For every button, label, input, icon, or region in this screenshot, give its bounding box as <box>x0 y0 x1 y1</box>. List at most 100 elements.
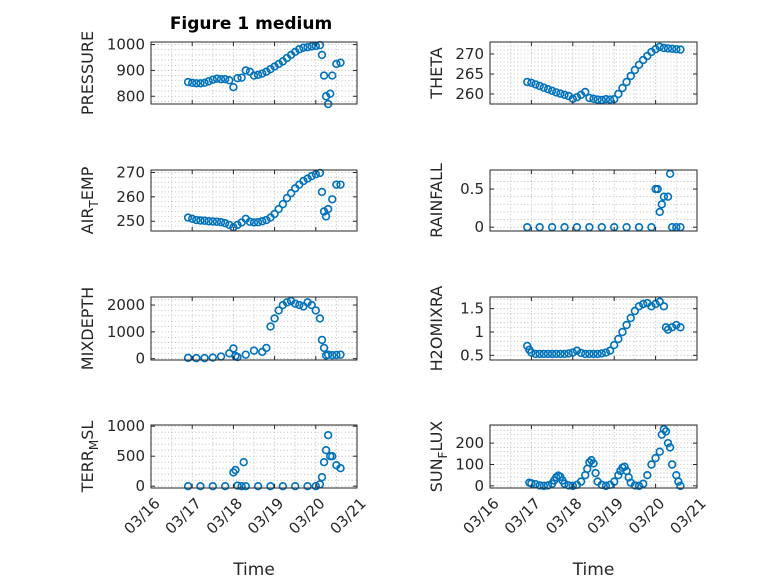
data-point <box>564 481 573 490</box>
y-tick-label: 1.5 <box>460 300 484 318</box>
y-tick-label: 0 <box>474 218 484 236</box>
data-point <box>241 66 250 75</box>
data-point <box>319 458 329 467</box>
data-point <box>581 87 590 97</box>
data-point <box>552 473 561 482</box>
series-markers <box>183 40 345 109</box>
data-point <box>336 464 345 473</box>
data-point <box>328 350 337 360</box>
data-point <box>659 43 669 53</box>
data-point <box>249 218 259 227</box>
data-point <box>241 350 250 359</box>
data-point <box>291 299 300 308</box>
data-point <box>576 348 586 358</box>
series-markers <box>525 425 685 491</box>
data-point <box>626 71 635 81</box>
y-tick-label: 1 <box>474 323 484 341</box>
x-axis-label: Time <box>232 560 275 580</box>
data-point <box>188 78 197 88</box>
data-point <box>614 334 623 344</box>
data-point <box>196 482 205 491</box>
data-point <box>303 42 312 52</box>
data-point <box>597 95 606 105</box>
x-tick-label: 03/21 <box>666 494 709 537</box>
x-tick-label: 03/20 <box>285 494 328 537</box>
y-tick-label: 500 <box>116 447 145 465</box>
y-tick-label: 0.5 <box>460 346 484 364</box>
data-point <box>258 217 267 226</box>
data-point <box>299 43 308 52</box>
data-point <box>249 71 259 80</box>
data-point <box>634 302 644 311</box>
data-point <box>220 482 230 491</box>
data-point <box>323 350 333 359</box>
y-tick-label: 1000 <box>107 417 145 435</box>
data-point <box>589 349 598 359</box>
data-point <box>618 327 627 337</box>
data-point <box>539 83 549 92</box>
data-point <box>597 349 606 358</box>
data-point <box>589 459 598 468</box>
data-point <box>233 220 242 230</box>
data-point <box>630 65 640 75</box>
data-point <box>564 349 573 358</box>
data-point <box>634 481 644 491</box>
data-point <box>229 344 238 353</box>
data-point <box>543 481 553 490</box>
data-point <box>676 323 685 332</box>
data-point <box>672 320 681 330</box>
data-point <box>216 352 226 361</box>
data-point <box>266 482 275 491</box>
data-point <box>319 343 329 353</box>
y-tick-label: 1000 <box>107 323 145 341</box>
data-point <box>576 477 586 486</box>
data-point <box>317 335 327 345</box>
x-tick-label: 03/20 <box>625 494 668 537</box>
data-point <box>643 470 652 480</box>
subplot-theta: 260 265 270 THETA <box>427 41 698 105</box>
data-point <box>618 83 627 93</box>
data-point <box>626 313 635 323</box>
data-point <box>591 468 600 478</box>
data-point <box>667 323 677 332</box>
data-point <box>638 299 648 309</box>
data-point <box>601 481 611 491</box>
data-point <box>299 176 308 186</box>
data-point <box>295 300 304 310</box>
data-point <box>634 60 644 70</box>
data-point <box>609 340 619 350</box>
subplot-sun: 0 100 200 SUNFLUX 03/1603/1703/1803/1903/200… <box>427 421 710 580</box>
data-point <box>231 465 240 475</box>
data-point <box>317 187 327 197</box>
data-point <box>262 343 271 353</box>
data-point <box>601 94 611 104</box>
data-point <box>291 482 300 491</box>
data-point <box>225 76 234 85</box>
data-point <box>328 452 337 461</box>
y-axis-label: RAINFALL <box>427 163 446 238</box>
x-tick-label: 03/18 <box>203 494 246 537</box>
x-tick-label: 03/19 <box>244 494 287 537</box>
data-point <box>200 353 209 363</box>
data-point <box>605 95 615 104</box>
data-point <box>601 348 611 357</box>
data-point <box>663 438 673 448</box>
data-point <box>183 213 193 222</box>
data-point <box>307 171 316 181</box>
series-markers <box>183 296 345 363</box>
data-point <box>317 473 327 482</box>
data-point <box>667 44 677 53</box>
data-point <box>245 67 255 76</box>
data-point <box>253 70 263 80</box>
y-tick-label: 0 <box>474 477 484 495</box>
data-point <box>647 460 656 469</box>
data-point <box>299 302 308 311</box>
y-tick-label: 250 <box>116 212 145 230</box>
data-point <box>225 220 234 230</box>
data-point <box>585 349 594 359</box>
data-point <box>665 443 675 452</box>
data-point <box>527 348 536 357</box>
data-point <box>183 77 193 87</box>
data-point <box>667 460 677 469</box>
